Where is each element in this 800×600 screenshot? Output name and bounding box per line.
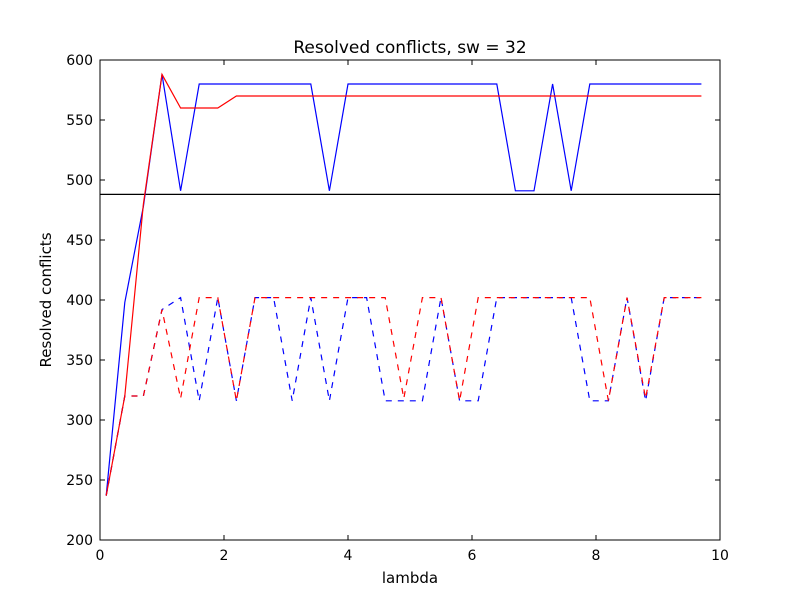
y-tick-label: 550 xyxy=(66,113,93,129)
y-tick-label: 450 xyxy=(66,233,93,249)
ticks-layer: 0 2 4 6 8 10 200 250 300 350 400 450 500 550 600 xyxy=(66,53,729,564)
series-line-1-solid xyxy=(105,74,702,496)
y-axis-title: Resolved conflicts xyxy=(37,232,55,367)
plot-area: 0 2 4 6 8 10 200 250 300 350 400 450 500 550 600 xyxy=(66,53,729,564)
series-layer xyxy=(100,72,720,496)
y-tick-label: 300 xyxy=(66,413,93,429)
x-tick-label: 0 xyxy=(96,548,105,564)
series-line-2-solid xyxy=(105,72,702,496)
x-tick-label: 4 xyxy=(344,548,353,564)
y-tick-label: 400 xyxy=(66,293,93,309)
x-axis-title: lambda xyxy=(382,569,438,587)
x-tick-label: 2 xyxy=(220,548,229,564)
x-tick-label: 10 xyxy=(711,548,729,564)
y-tick-label: 200 xyxy=(66,533,93,549)
y-tick-label: 350 xyxy=(66,353,93,369)
x-tick-label: 8 xyxy=(592,548,601,564)
chart-title: Resolved conflicts, sw = 32 xyxy=(293,38,526,58)
x-tick-label: 6 xyxy=(468,548,477,564)
y-tick-label: 250 xyxy=(66,473,93,489)
y-tick-label: 500 xyxy=(66,173,93,189)
y-tick-label: 600 xyxy=(66,53,93,69)
